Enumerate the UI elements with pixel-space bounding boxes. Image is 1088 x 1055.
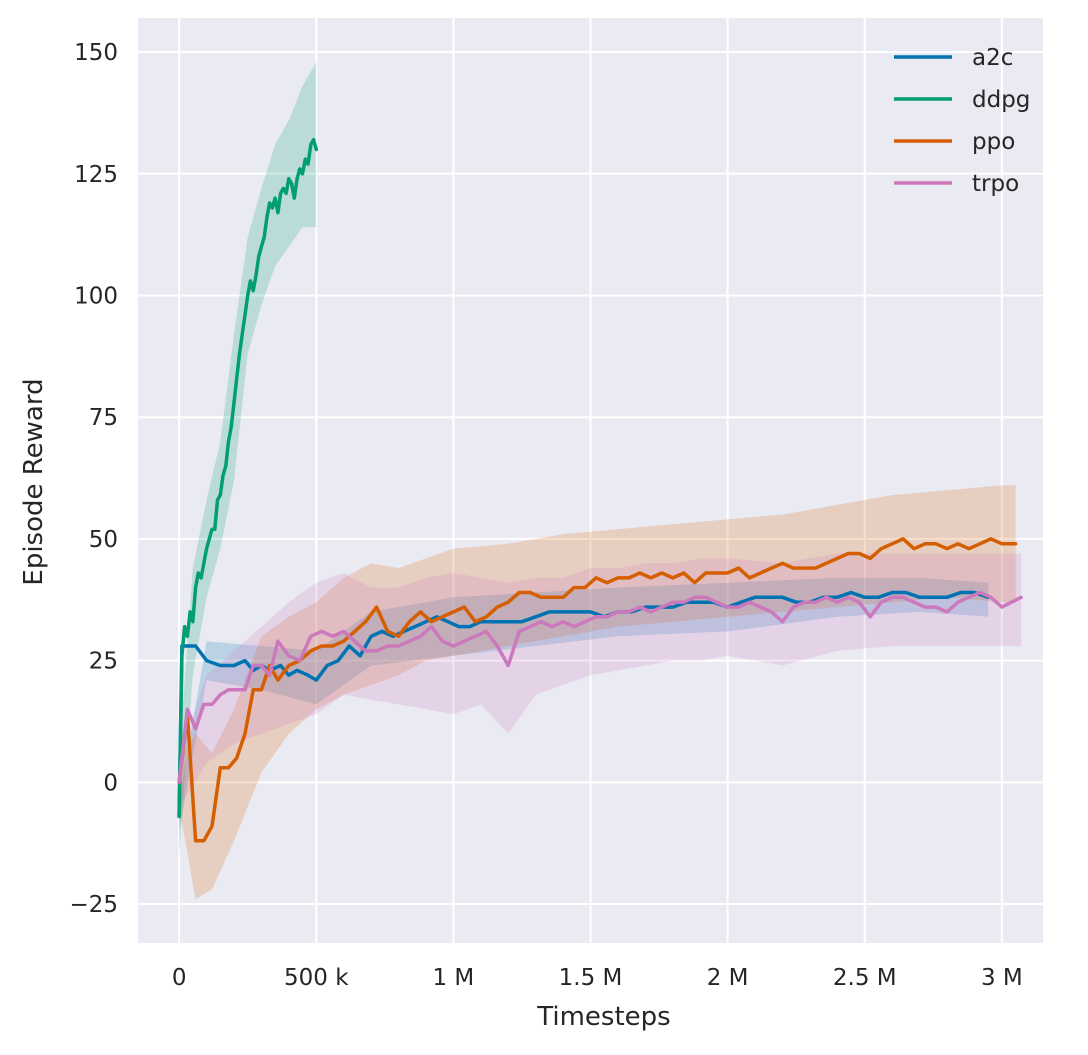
ddpg-confidence-band <box>179 61 317 856</box>
ddpg-line <box>177 137 319 819</box>
legend-label: ddpg <box>972 87 1030 113</box>
ppo-line <box>177 537 1018 843</box>
y-axis-title: Episode Reward <box>19 378 49 585</box>
y-tick-label: 150 <box>74 40 118 66</box>
y-tick-label: −25 <box>69 892 118 918</box>
series-lines <box>177 137 1023 843</box>
legend-item-trpo: trpo <box>894 171 1019 197</box>
y-tick-labels: −25 0 25 50 75 100 125 150 <box>69 40 118 918</box>
legend-item-ddpg: ddpg <box>894 87 1030 113</box>
x-axis-title: Timesteps <box>536 1002 670 1032</box>
y-tick-label: 50 <box>89 527 118 553</box>
trpo-confidence-band <box>179 553 1022 807</box>
ppo-confidence-band <box>179 485 1016 900</box>
y-tick-label: 125 <box>74 162 118 188</box>
x-tick-label: 0 <box>172 965 187 991</box>
grid-lines <box>138 18 1043 943</box>
y-tick-label: 25 <box>89 649 118 675</box>
confidence-bands <box>179 61 1022 900</box>
x-tick-label: 2.5 M <box>833 965 897 991</box>
y-tick-label: 75 <box>89 405 118 431</box>
y-tick-label: 0 <box>103 770 118 796</box>
trpo-line <box>177 590 1023 785</box>
a2c-confidence-band <box>179 577 989 831</box>
x-tick-labels: 0 500 k 1 M 1.5 M 2 M 2.5 M 3 M <box>172 965 1023 991</box>
a2c-line <box>177 590 990 819</box>
legend-label: a2c <box>972 45 1013 71</box>
x-tick-label: 500 k <box>284 965 349 991</box>
x-tick-label: 1 M <box>432 965 474 991</box>
legend-item-a2c: a2c <box>894 45 1013 71</box>
x-tick-label: 3 M <box>981 965 1023 991</box>
legend: a2c ddpg ppo trpo <box>894 45 1030 197</box>
legend-label: trpo <box>972 171 1019 197</box>
x-tick-label: 1.5 M <box>559 965 623 991</box>
legend-label: ppo <box>972 129 1015 155</box>
legend-item-ppo: ppo <box>894 129 1015 155</box>
x-tick-label: 2 M <box>707 965 749 991</box>
y-tick-label: 100 <box>74 284 118 310</box>
